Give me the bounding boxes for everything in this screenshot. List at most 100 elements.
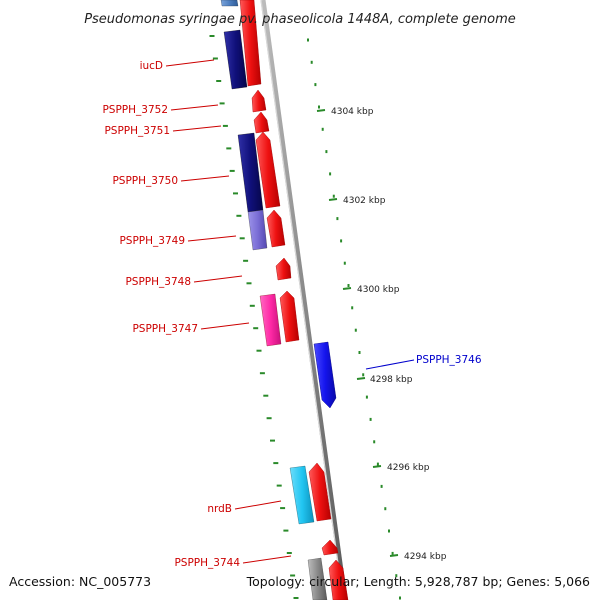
scale-label: 4300 kbp xyxy=(357,285,400,295)
ring-dot xyxy=(354,328,357,332)
scale-label: 4296 kbp xyxy=(387,463,430,473)
ring-dot xyxy=(332,194,335,198)
ring-dot xyxy=(273,462,279,465)
ring-dot xyxy=(380,484,383,488)
ring-dot xyxy=(276,484,282,487)
gene-labels: iucD PSPPH_3752 PSPPH_3751 PSPPH_3750 PS… xyxy=(102,60,481,569)
scale-ticks xyxy=(316,109,399,557)
gene-arrow xyxy=(266,209,286,248)
ring-dot xyxy=(259,372,265,375)
scale-tick xyxy=(328,198,338,201)
leader-line xyxy=(180,175,230,182)
ring-dot xyxy=(216,80,222,82)
gene-arrow xyxy=(321,539,339,556)
scale-label: 4302 kbp xyxy=(343,196,386,206)
ring-dot xyxy=(286,552,292,554)
scale-tick xyxy=(372,465,382,468)
ring-dot xyxy=(243,259,249,262)
gene-label-PSPPH_3744: PSPPH_3744 xyxy=(174,557,240,569)
leader-line xyxy=(187,235,237,242)
scale-label: 4294 kbp xyxy=(404,552,447,562)
ring-dot xyxy=(307,38,309,42)
gene-label-PSPPH_3746: PSPPH_3746 xyxy=(416,354,482,366)
topology-text: Topology: circular; Length: 5,928,787 bp… xyxy=(246,574,590,589)
leader-lines xyxy=(165,59,415,564)
genome-backbone-highlight xyxy=(260,0,344,600)
gene-box xyxy=(220,0,239,7)
ring-dot xyxy=(256,349,262,352)
leader-line xyxy=(365,359,415,370)
ring-dot xyxy=(280,507,286,510)
ring-dot xyxy=(209,35,215,37)
ring-dot xyxy=(321,127,324,131)
accession-text: Accession: NC_005773 xyxy=(9,574,151,589)
gene-box xyxy=(307,557,328,600)
ring-dot xyxy=(399,596,401,600)
leader-line xyxy=(170,104,219,111)
gene-arrow xyxy=(239,0,262,87)
ring-dot xyxy=(253,327,259,330)
scale-label: 4304 kbp xyxy=(331,107,374,117)
gene-label-PSPPH_3751: PSPPH_3751 xyxy=(104,125,170,137)
ring-dot xyxy=(325,150,328,154)
gene-arrow xyxy=(251,89,267,113)
scale-tick xyxy=(389,554,399,557)
gene-label-PSPPH_3750: PSPPH_3750 xyxy=(112,175,178,187)
ring-dot xyxy=(249,304,255,307)
gene-box xyxy=(259,293,282,347)
ring-dot xyxy=(318,105,320,109)
leader-line xyxy=(234,500,282,510)
scale-ring xyxy=(307,38,401,600)
leader-line xyxy=(200,322,250,330)
leader-line xyxy=(193,275,243,283)
leader-line xyxy=(242,555,292,564)
ring-dot xyxy=(373,440,376,444)
ring-dot xyxy=(283,529,289,532)
gene-label-nrdB: nrdB xyxy=(207,503,232,515)
ring-dot xyxy=(310,60,313,64)
ring-dot xyxy=(329,172,332,176)
gene-arrow xyxy=(275,257,292,281)
map-title: Pseudomonas syringae pv. phaseolicola 14… xyxy=(84,12,516,27)
ring-dot xyxy=(395,574,398,578)
genome-backbone xyxy=(260,0,348,600)
scale-tick xyxy=(342,287,352,290)
ring-dot xyxy=(270,439,275,442)
ring-dot xyxy=(229,169,235,172)
ring-dot xyxy=(222,124,228,127)
ring-dot xyxy=(358,351,361,354)
gene-arrow-reverse xyxy=(313,341,337,409)
inner-ring xyxy=(209,35,299,599)
ring-dot xyxy=(384,507,387,511)
leader-line xyxy=(172,125,222,132)
gene-arrow xyxy=(308,462,332,522)
gene-label-PSPPH_3748: PSPPH_3748 xyxy=(125,276,191,288)
ring-dot xyxy=(239,237,245,240)
gene-label-iucD: iucD xyxy=(140,60,163,72)
gene-label-PSPPH_3747: PSPPH_3747 xyxy=(132,323,198,335)
ring-dot xyxy=(376,462,379,466)
gene-arrow xyxy=(279,290,300,343)
gene-arrow xyxy=(255,131,281,209)
gene-label-PSPPH_3752: PSPPH_3752 xyxy=(102,104,168,116)
ring-dot xyxy=(388,529,390,533)
gene-arrow xyxy=(253,111,270,134)
ring-dot xyxy=(362,373,365,377)
scale-label: 4298 kbp xyxy=(370,375,413,385)
ring-dot xyxy=(347,284,350,287)
scale-tick xyxy=(356,377,366,380)
forward-strand-genes xyxy=(239,0,349,600)
gene-box xyxy=(289,465,315,525)
scale-labels: 4304 kbp 4302 kbp 4300 kbp 4298 kbp 4296… xyxy=(331,107,447,562)
ring-dot xyxy=(246,282,252,285)
scale-tick xyxy=(316,109,326,112)
ring-dot xyxy=(290,574,296,577)
leader-line xyxy=(165,59,215,67)
ring-dot xyxy=(293,597,299,599)
ring-dot xyxy=(391,551,394,555)
ring-dot xyxy=(226,147,232,150)
ring-dot xyxy=(336,217,339,221)
ring-dot xyxy=(219,102,225,105)
gene-label-PSPPH_3749: PSPPH_3749 xyxy=(119,235,185,247)
